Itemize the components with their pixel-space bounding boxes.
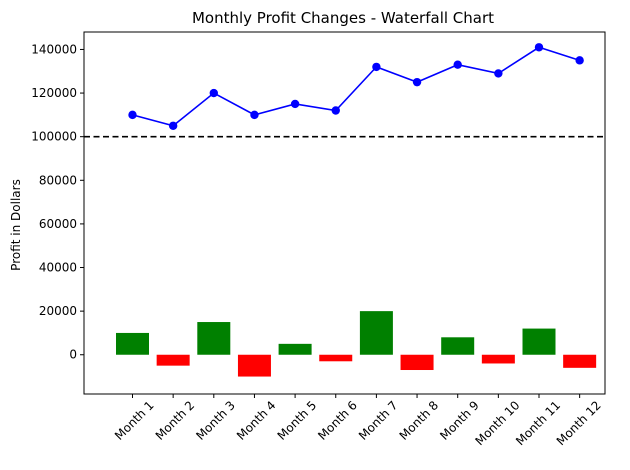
x-tick-label: Month 5 <box>275 398 320 443</box>
line-point-11 <box>534 43 544 52</box>
bar-9 <box>441 337 475 355</box>
bar-8 <box>400 354 434 371</box>
x-tick-label: Month 1 <box>112 398 157 443</box>
profit-line <box>132 46 580 127</box>
y-tick-label: 40000 <box>39 261 77 275</box>
y-tick-label: 20000 <box>39 304 77 318</box>
line-point-9 <box>453 60 462 69</box>
line-point-5 <box>290 99 300 109</box>
x-tick-label: Month 4 <box>234 398 279 443</box>
plot-frame <box>83 31 606 395</box>
line-point-1 <box>128 110 137 120</box>
x-tick-label: Month 3 <box>193 398 238 443</box>
x-tick-label: Month 6 <box>315 398 360 443</box>
bar-1 <box>116 332 149 355</box>
x-tick-label: Month 7 <box>356 398 401 443</box>
bar-2 <box>156 354 190 366</box>
line-point-12 <box>575 56 584 65</box>
line-point-10 <box>494 69 503 78</box>
line-point-4 <box>250 110 259 120</box>
y-tick-label: 60000 <box>39 217 77 231</box>
line-point-8 <box>412 77 422 87</box>
bar-12 <box>563 354 597 368</box>
plot-area: 0 20000 40000 60000 80000 100000 120000 140000 M… <box>31 42 605 448</box>
x-tick-label: Month 12 <box>554 398 604 448</box>
x-tick-label: Month 2 <box>153 398 198 443</box>
y-tick-label: 140000 <box>31 42 77 56</box>
line-point-7 <box>372 62 381 72</box>
line-point-3 <box>209 88 218 98</box>
y-tick-label: 0 <box>69 348 77 362</box>
line-point-6 <box>331 106 340 115</box>
y-tick-label: 120000 <box>31 86 77 100</box>
bar-3 <box>197 322 231 355</box>
bar-10 <box>481 354 515 364</box>
y-tick-label: 100000 <box>31 130 77 144</box>
line-point-2 <box>168 121 178 130</box>
y-tick-label: 80000 <box>39 173 77 187</box>
y-axis-label: Profit in Dollars <box>9 179 23 271</box>
x-tick-label: Month 8 <box>397 398 442 443</box>
bar-4 <box>237 354 271 377</box>
bar-6 <box>319 354 353 362</box>
chart-title: Monthly Profit Changes - Waterfall Chart <box>192 9 494 27</box>
bar-7 <box>359 311 393 355</box>
bar-11 <box>522 328 556 355</box>
bar-5 <box>278 343 312 355</box>
